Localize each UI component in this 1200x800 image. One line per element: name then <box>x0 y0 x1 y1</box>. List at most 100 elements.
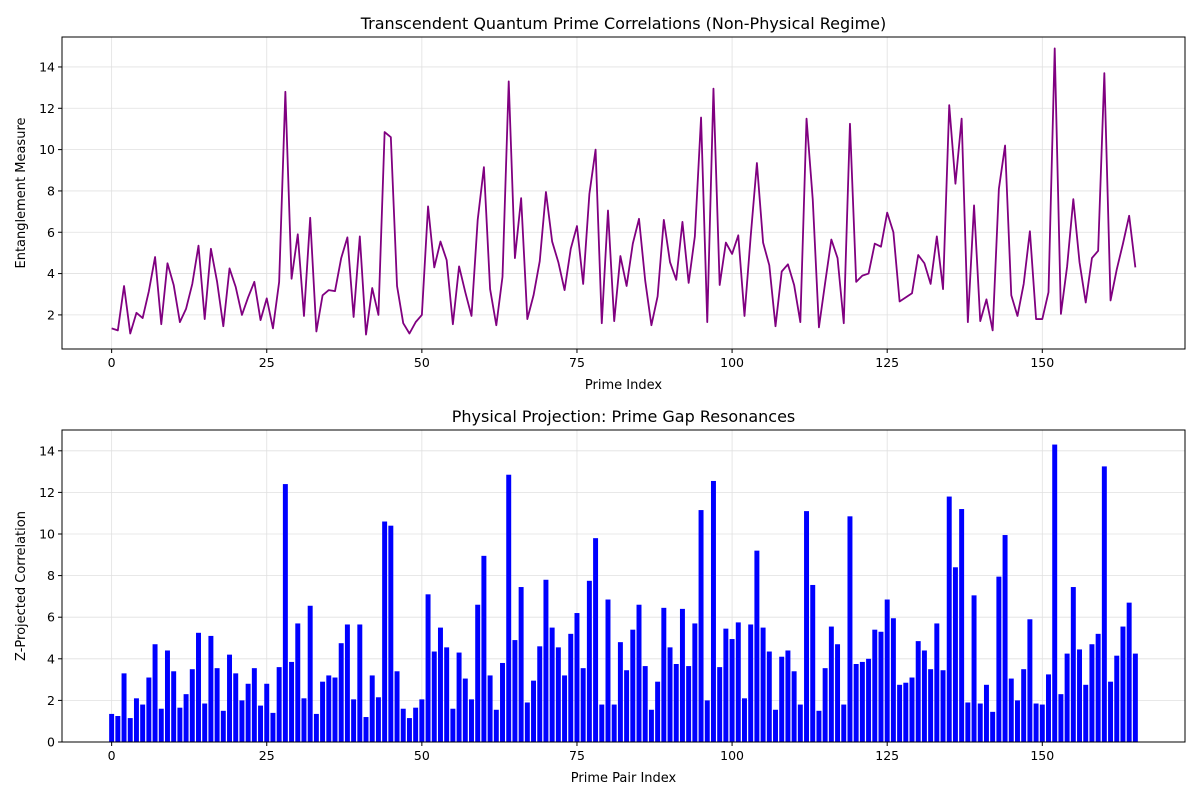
bar <box>1039 704 1045 742</box>
bar <box>853 664 859 742</box>
bar <box>977 703 983 742</box>
bar <box>394 671 400 742</box>
bar <box>698 510 704 742</box>
bar <box>934 623 940 742</box>
bar <box>599 704 605 742</box>
bar <box>537 646 543 742</box>
plot-frame <box>61 36 1186 350</box>
bar <box>828 626 834 742</box>
bar <box>444 647 450 742</box>
x-tick-label: 50 <box>414 355 430 370</box>
x-tick-label: 125 <box>875 748 899 763</box>
bar <box>909 677 915 742</box>
chart-title: Physical Projection: Prime Gap Resonance… <box>452 407 796 426</box>
bar <box>189 669 195 742</box>
bar <box>760 627 766 742</box>
x-tick-label: 75 <box>569 355 585 370</box>
bar <box>679 608 685 742</box>
y-axis-label: Z-Projected Correlation <box>14 511 29 661</box>
bar <box>835 644 841 742</box>
y-tick-label: 4 <box>47 651 55 666</box>
x-axis-label: Prime Index <box>585 378 662 393</box>
x-tick-label: 100 <box>720 748 744 763</box>
bar <box>164 650 170 742</box>
bar <box>1070 587 1076 742</box>
y-tick-label: 14 <box>39 443 55 458</box>
bar <box>1101 466 1107 742</box>
y-tick-label: 10 <box>39 142 55 157</box>
bar <box>363 717 369 742</box>
bar <box>704 700 710 742</box>
bar <box>903 682 909 742</box>
plot-frame <box>61 429 1186 743</box>
bar <box>351 699 357 742</box>
bar <box>779 656 785 742</box>
y-tick-label: 12 <box>39 101 55 116</box>
x-tick-label: 0 <box>108 355 116 370</box>
bar <box>1064 653 1070 742</box>
y-tick-label: 8 <box>47 183 55 198</box>
bar <box>307 605 313 742</box>
y-tick-label: 8 <box>47 568 55 583</box>
bar <box>382 521 388 742</box>
bar <box>959 509 965 742</box>
bar <box>171 671 177 742</box>
bar <box>785 650 791 742</box>
bar <box>667 647 673 742</box>
bar <box>915 641 921 742</box>
bar <box>506 474 512 742</box>
bar <box>971 595 977 742</box>
bar <box>475 604 481 742</box>
bar <box>593 538 599 742</box>
bar <box>531 680 537 742</box>
bar <box>152 644 158 742</box>
bar <box>996 576 1002 742</box>
bar <box>202 703 208 742</box>
bar <box>251 668 257 742</box>
bar <box>1083 684 1089 742</box>
bar <box>282 484 288 742</box>
bar <box>1033 703 1039 742</box>
bar <box>773 709 778 742</box>
bar <box>983 684 989 742</box>
x-tick-label: 50 <box>414 748 430 763</box>
bar <box>890 618 896 742</box>
x-tick-label: 125 <box>875 355 899 370</box>
bar <box>487 675 493 742</box>
bar <box>1095 633 1101 742</box>
bar <box>1089 644 1095 742</box>
bar <box>1015 700 1020 742</box>
bar <box>791 671 797 742</box>
y-tick-label: 6 <box>47 225 55 240</box>
bar <box>797 704 803 742</box>
y-tick-label: 6 <box>47 610 55 625</box>
bar <box>543 579 549 742</box>
bar <box>648 709 654 742</box>
bar <box>233 673 239 742</box>
bar <box>220 710 226 742</box>
bar <box>636 604 642 742</box>
y-tick-label: 10 <box>39 527 55 542</box>
bar <box>549 627 555 742</box>
bar <box>375 697 381 742</box>
bar <box>1108 681 1114 742</box>
bar <box>630 629 636 742</box>
bar <box>469 699 474 742</box>
bar <box>940 670 946 742</box>
bar <box>326 675 332 742</box>
bar <box>500 662 505 742</box>
prime-gap-bar-chart: Physical Projection: Prime Gap Resonance… <box>14 407 1186 786</box>
bar <box>661 607 667 742</box>
bar <box>1046 674 1051 742</box>
bar <box>822 668 828 742</box>
bar <box>313 713 319 742</box>
bar <box>624 670 630 742</box>
bar <box>332 677 338 742</box>
bar <box>127 718 133 742</box>
bar <box>866 658 872 742</box>
bar <box>605 599 611 742</box>
bar <box>450 708 456 742</box>
bar <box>1002 535 1008 742</box>
